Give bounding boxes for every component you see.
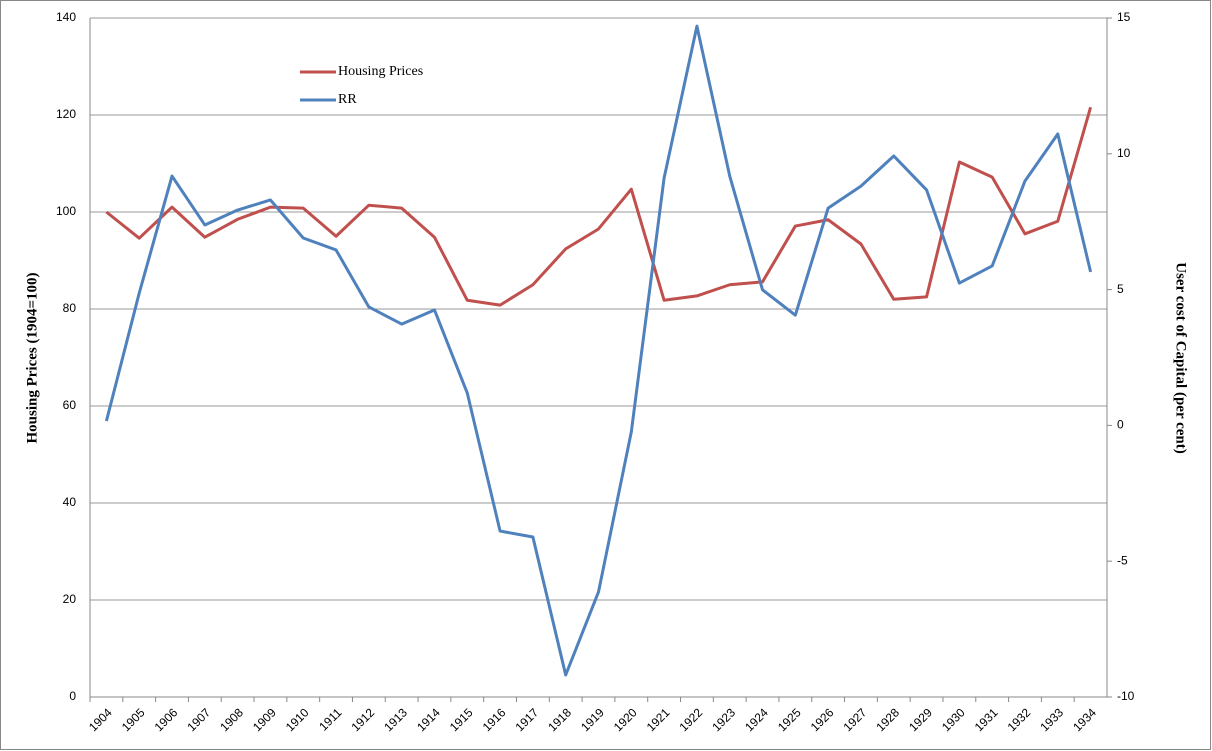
x-tick-label: 1904 [86,705,115,734]
x-tick-label: 1923 [709,705,738,734]
x-tick-label: 1908 [217,705,246,734]
x-tick-label: 1919 [578,705,607,734]
x-tick-label: 1917 [512,705,541,734]
x-tick-label: 1931 [972,705,1001,734]
x-tick-label: 1905 [119,705,148,734]
x-tick-label: 1933 [1037,705,1066,734]
x-tick-label: 1928 [873,705,902,734]
y-tick-label: 140 [56,10,76,24]
x-tick-label: 1926 [808,705,837,734]
y-axis-title: Housing Prices (1904=100) [24,272,40,443]
y2-tick-label: 10 [1117,146,1131,160]
x-tick-label: 1915 [447,705,476,734]
y2-tick-label: 0 [1117,418,1124,432]
legend-label: RR [338,92,357,107]
y2-axis-title: User cost of Capital (per cent) [1173,262,1189,453]
y2-tick-label: 15 [1117,10,1131,24]
x-tick-label: 1924 [742,705,771,734]
y-tick-label: 60 [63,398,77,412]
x-tick-label: 1914 [414,705,443,734]
x-tick-label: 1918 [545,705,574,734]
series-line [104,24,1093,677]
x-tick-label: 1911 [316,705,344,733]
x-tick-label: 1925 [775,705,804,734]
x-tick-label: 1906 [152,705,181,734]
y2-tick-label: -5 [1117,553,1128,567]
y-tick-label: 20 [63,592,77,606]
x-tick-label: 1922 [677,705,706,734]
x-tick-label: 1909 [250,705,279,734]
y-tick-label: 80 [63,301,77,315]
x-tick-label: 1916 [480,705,509,734]
y2-tick-label: 5 [1117,282,1124,296]
x-tick-label: 1930 [939,705,968,734]
x-tick-label: 1910 [283,705,312,734]
x-tick-label: 1927 [841,705,870,734]
y-tick-label: 0 [69,689,76,703]
x-tick-label: 1920 [611,705,640,734]
y2-tick-label: -10 [1117,689,1135,703]
x-tick-label: 1921 [644,705,673,734]
x-tick-label: 1907 [184,705,213,734]
series-line [105,106,1093,307]
x-tick-label: 1934 [1070,705,1099,734]
y-tick-label: 120 [56,107,76,121]
x-tick-label: 1929 [906,705,935,734]
x-tick-label: 1913 [381,705,410,734]
y-tick-label: 100 [56,204,76,218]
x-tick-label: 1932 [1005,705,1034,734]
y-tick-label: 40 [63,495,77,509]
legend-label: Housing Prices [338,64,423,79]
x-tick-label: 1912 [348,705,377,734]
